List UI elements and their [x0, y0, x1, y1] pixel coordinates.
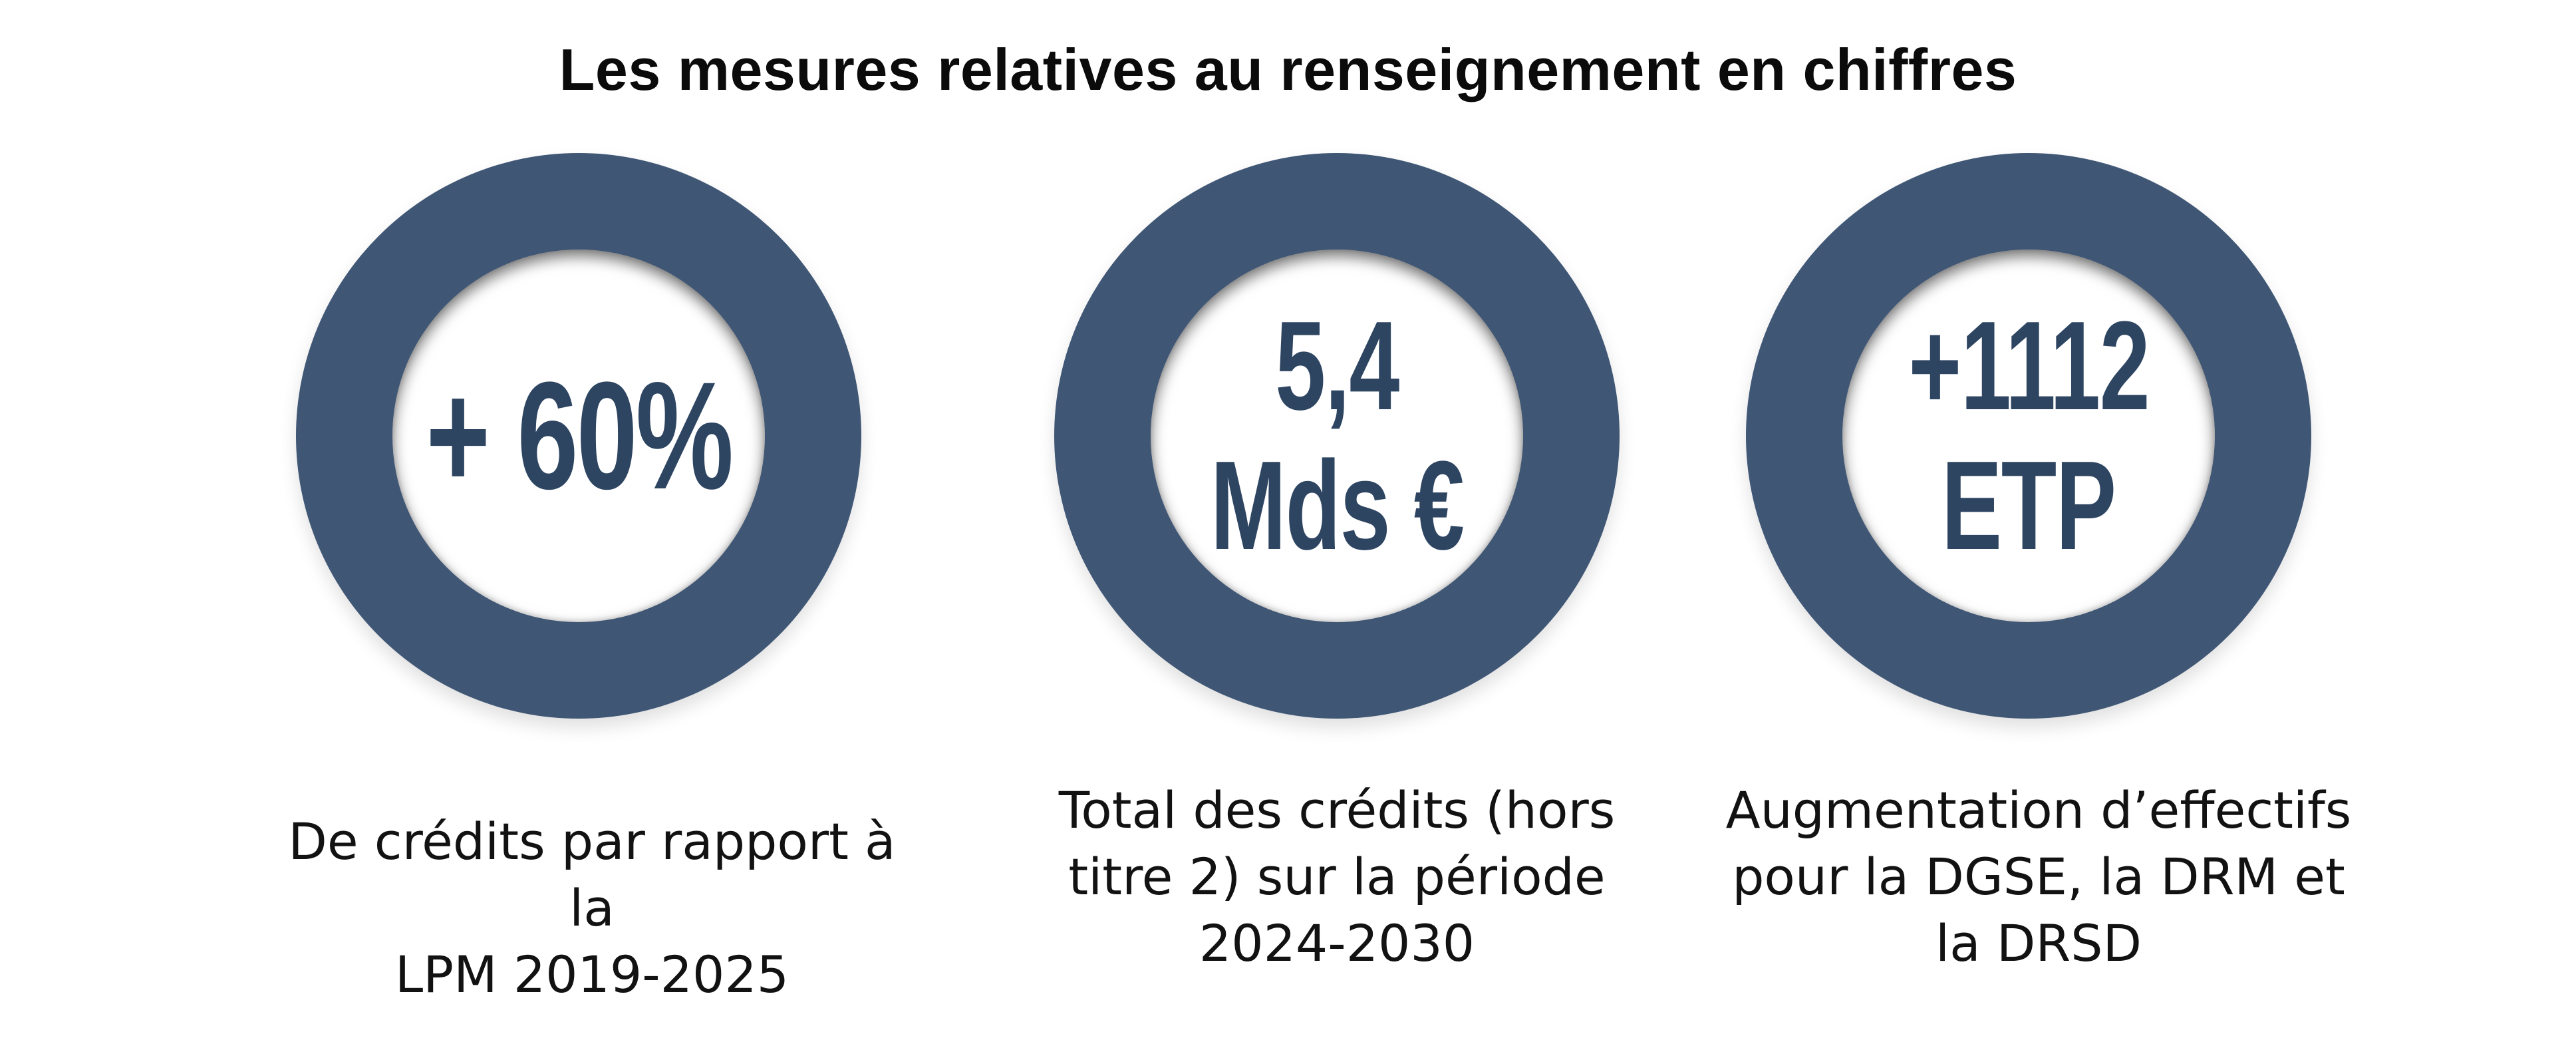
stat-caption: Total des crédits (hors titre 2) sur la … — [1018, 777, 1656, 977]
stat-ring-inner: +1112 ETP — [1842, 250, 2215, 622]
stat-figure-line: ETP — [1941, 435, 2116, 576]
caption-line: 2024-2030 — [1199, 914, 1475, 973]
caption-line: LPM 2019-2025 — [394, 945, 789, 1004]
stat-ring-total-credits: 5,4 Mds € — [1054, 153, 1620, 719]
stat-ring-credits-increase: + 60% — [296, 153, 861, 719]
stat-ring-inner: + 60% — [392, 250, 765, 622]
stat-ring-staff-increase: +1112 ETP — [1746, 153, 2311, 719]
caption-line: Total des crédits (hors — [1058, 780, 1616, 840]
stat-caption: Augmentation d’effectifs pour la DGSE, l… — [1719, 777, 2358, 977]
caption-line: la DRSD — [1935, 914, 2142, 973]
stat-caption: De crédits par rapport à la LPM 2019-202… — [273, 808, 911, 1008]
caption-line: Augmentation d’effectifs — [1725, 780, 2352, 840]
stat-figure: + 60% — [426, 350, 734, 521]
caption-line: De crédits par rapport à la — [288, 812, 896, 938]
stat-figure-line: 5,4 — [1275, 295, 1399, 436]
stat-figure-line: +1112 — [1908, 295, 2150, 436]
stat-figure-line: Mds € — [1210, 435, 1465, 576]
caption-line: titre 2) sur la période — [1068, 847, 1606, 906]
caption-line: pour la DGSE, la DRM et — [1732, 847, 2345, 906]
stat-ring-inner: 5,4 Mds € — [1151, 250, 1523, 622]
page-title: Les mesures relatives au renseignement e… — [559, 37, 2017, 102]
